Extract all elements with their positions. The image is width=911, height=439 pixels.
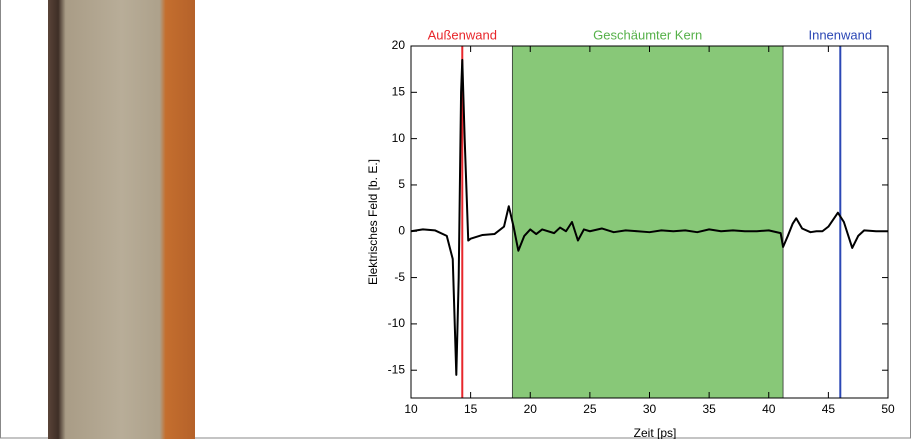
x-tick-label: 25 xyxy=(583,402,597,416)
y-tick-label: -10 xyxy=(388,316,406,330)
core-label: Geschäumter Kern xyxy=(593,27,702,42)
x-tick-label: 35 xyxy=(702,402,716,416)
y-tick-label: -15 xyxy=(388,362,406,376)
x-tick-label: 50 xyxy=(881,402,895,416)
wall-label: Innenwand xyxy=(808,27,872,42)
x-tick-label: 45 xyxy=(822,402,836,416)
y-tick-label: 5 xyxy=(398,177,405,191)
x-tick-label: 10 xyxy=(404,402,418,416)
y-tick-label: 10 xyxy=(392,131,406,145)
y-tick-label: 0 xyxy=(398,223,405,237)
y-axis-label: Elektrisches Feld [b. E.] xyxy=(366,159,380,285)
y-tick-label: 15 xyxy=(392,84,406,98)
x-tick-label: 15 xyxy=(464,402,478,416)
x-tick-label: 20 xyxy=(524,402,538,416)
wall-label: Außenwand xyxy=(428,27,497,42)
x-tick-label: 30 xyxy=(643,402,657,416)
y-tick-label: 20 xyxy=(392,38,406,52)
signal-line xyxy=(410,58,888,376)
x-axis-label: Zeit [ps] xyxy=(634,426,677,439)
x-tick-label: 40 xyxy=(762,402,776,416)
core-region xyxy=(511,45,784,399)
y-tick-label: -5 xyxy=(394,270,405,284)
sample-photo xyxy=(48,0,195,439)
